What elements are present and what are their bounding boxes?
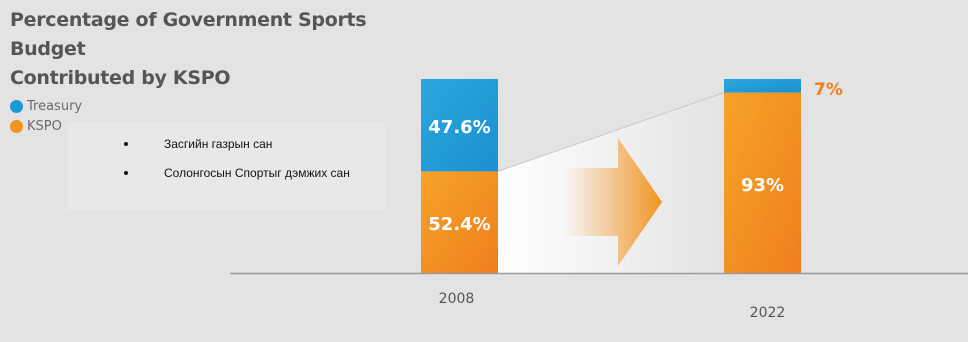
legend-swatch-kspo	[10, 119, 23, 133]
data-label-kspo-2022: 93%	[741, 175, 784, 196]
overlay-note-item: Солонгосын Спортыг дэмжих сан	[120, 163, 350, 192]
data-label-treasury-2008: 47.6%	[428, 117, 490, 138]
bar-kspo-2008	[421, 171, 498, 273]
chart-title-line-2: Contributed by KSPO	[10, 67, 231, 89]
legend: Treasury KSPO	[10, 96, 82, 136]
chart-title: Percentage of Government Sports Budget C…	[10, 6, 430, 93]
data-label-treasury-2022: 7%	[814, 80, 843, 100]
legend-label-kspo: KSPO	[27, 118, 62, 134]
growth-arrow-icon	[563, 138, 662, 266]
legend-item-kspo: KSPO	[10, 116, 82, 136]
bar-treasury-2008	[421, 79, 498, 172]
overlay-note-box	[68, 122, 385, 210]
chart-title-line-1: Percentage of Government Sports Budget	[10, 9, 367, 60]
overlay-note-list: Засгийн газрын сан Солонгосын Спортыг дэ…	[120, 134, 350, 192]
overlay-note-item: Засгийн газрын сан	[120, 134, 350, 163]
bar-kspo-2022	[724, 92, 801, 273]
legend-item-treasury: Treasury	[10, 96, 82, 116]
legend-label-treasury: Treasury	[27, 98, 83, 114]
legend-swatch-treasury	[10, 99, 23, 113]
connector-line	[497, 92, 725, 172]
data-label-kspo-2008: 52.4%	[428, 214, 490, 235]
bar-treasury-2022	[724, 79, 801, 93]
x-tick-label-2022: 2022	[750, 305, 786, 321]
x-tick-label-2008: 2008	[439, 291, 475, 307]
